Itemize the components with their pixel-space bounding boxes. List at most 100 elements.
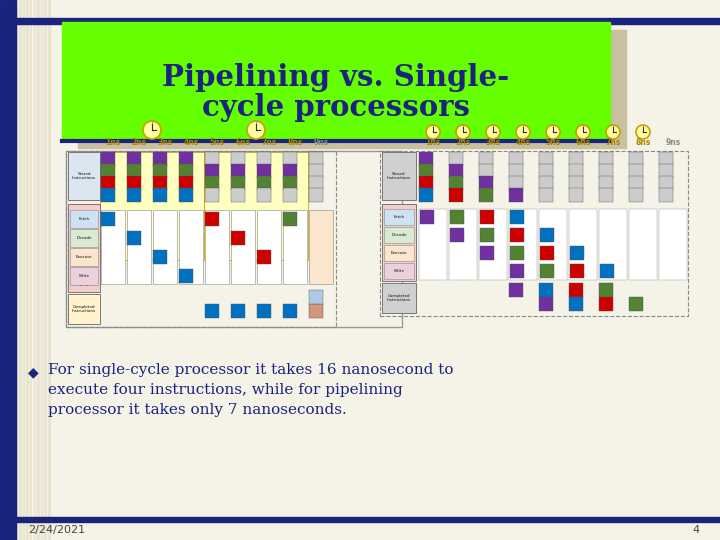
Bar	[127, 231, 141, 245]
Bar	[179, 188, 193, 202]
Bar	[309, 176, 323, 190]
Bar	[68, 294, 100, 324]
Bar	[70, 248, 98, 266]
Bar	[450, 210, 464, 224]
Bar	[68, 152, 100, 200]
Bar	[66, 151, 402, 327]
Bar	[283, 152, 297, 166]
Bar	[231, 210, 255, 284]
Bar	[0, 0, 1, 540]
Bar	[569, 152, 583, 166]
Text: Fetch: Fetch	[78, 217, 89, 221]
Text: ◆: ◆	[28, 365, 39, 379]
Bar	[101, 188, 115, 202]
Circle shape	[636, 125, 650, 139]
Bar	[599, 209, 627, 280]
Bar	[31, 0, 32, 540]
Bar	[68, 204, 100, 292]
Text: Decode: Decode	[391, 233, 407, 237]
Bar	[257, 250, 271, 264]
Bar	[205, 176, 219, 190]
Bar	[480, 246, 494, 260]
Bar	[37, 0, 38, 540]
Bar	[283, 176, 297, 190]
Bar	[419, 152, 433, 166]
Bar	[569, 188, 583, 202]
Text: 9ns: 9ns	[665, 138, 680, 147]
Bar	[599, 297, 613, 311]
Bar	[479, 164, 493, 178]
Bar	[204, 152, 308, 260]
Text: Stored
Instructions: Stored Instructions	[72, 172, 96, 180]
Bar	[205, 210, 229, 284]
Text: 7ns: 7ns	[261, 138, 276, 147]
Bar	[70, 267, 98, 285]
Bar	[539, 188, 553, 202]
Bar	[309, 188, 323, 202]
Bar	[41, 0, 42, 540]
Bar	[49, 0, 50, 540]
Bar	[382, 283, 416, 313]
Text: 2ns: 2ns	[131, 138, 147, 147]
Bar	[540, 228, 554, 242]
Text: 2ns: 2ns	[455, 138, 471, 147]
Bar	[510, 246, 524, 260]
Bar	[569, 297, 583, 311]
Bar	[599, 188, 613, 202]
Bar	[0, 0, 16, 540]
Bar	[127, 176, 141, 190]
Circle shape	[606, 125, 620, 139]
Bar	[283, 164, 297, 178]
Text: Write: Write	[394, 269, 405, 273]
Bar	[231, 164, 245, 178]
Bar	[540, 246, 554, 260]
Bar	[570, 246, 584, 260]
Bar	[78, 30, 626, 148]
Bar	[205, 152, 219, 166]
Bar	[600, 264, 614, 278]
Bar	[449, 164, 463, 178]
Bar	[16, 0, 17, 540]
Bar	[283, 210, 307, 284]
Bar	[127, 164, 141, 178]
Bar	[659, 176, 673, 190]
Bar	[380, 151, 688, 316]
Bar	[101, 176, 115, 190]
Bar	[127, 210, 151, 284]
Text: 9ns: 9ns	[313, 138, 328, 147]
Bar	[629, 164, 643, 178]
Bar	[599, 164, 613, 178]
Text: 7ns: 7ns	[606, 138, 621, 147]
Text: 4ns: 4ns	[516, 138, 531, 147]
Bar	[659, 164, 673, 178]
Bar	[509, 283, 523, 297]
Text: Completed
Instructions: Completed Instructions	[72, 305, 96, 313]
Bar	[283, 212, 297, 226]
Bar	[309, 290, 323, 304]
Circle shape	[456, 125, 470, 139]
Bar	[539, 164, 553, 178]
Bar	[153, 164, 167, 178]
Text: Fetch: Fetch	[393, 215, 405, 219]
Circle shape	[426, 125, 440, 139]
Bar	[309, 210, 333, 284]
Bar	[384, 227, 414, 243]
Bar	[25, 0, 26, 540]
Bar	[479, 152, 493, 166]
Bar	[419, 164, 433, 178]
Bar	[23, 0, 24, 540]
Text: 6ns: 6ns	[235, 138, 251, 147]
Bar	[420, 210, 434, 224]
Text: 3ns: 3ns	[158, 138, 173, 147]
Bar	[153, 250, 167, 264]
Text: 8ns: 8ns	[287, 138, 302, 147]
Bar	[14, 0, 15, 540]
Bar	[231, 188, 245, 202]
Bar	[509, 152, 523, 166]
Bar	[569, 209, 597, 280]
Bar	[16, 18, 720, 24]
Bar	[205, 304, 219, 318]
Text: 5ns: 5ns	[210, 138, 225, 147]
Bar	[570, 264, 584, 278]
Bar	[384, 245, 414, 261]
